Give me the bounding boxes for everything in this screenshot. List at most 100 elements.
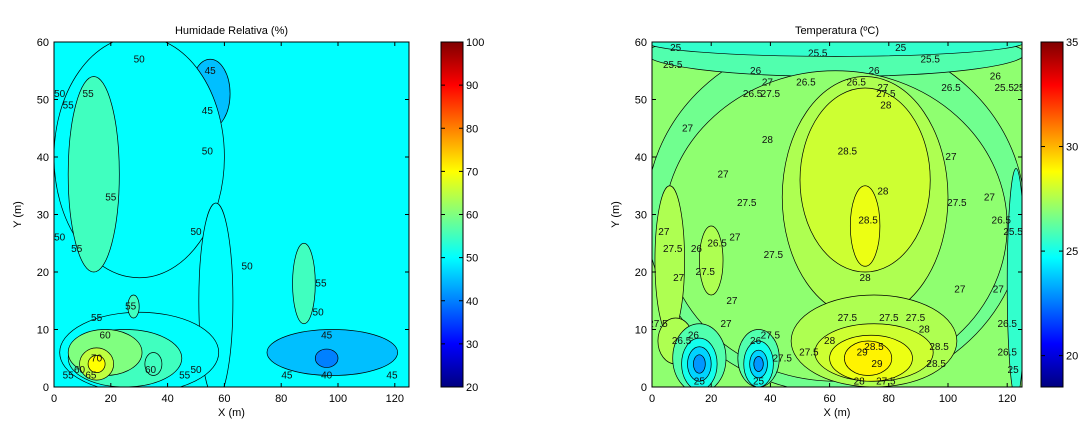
contour-label: 26.5	[997, 348, 1017, 359]
contour-label: 55	[315, 279, 327, 290]
contour-region	[753, 356, 764, 372]
contour-label: 50	[190, 365, 202, 376]
chart-title: Temperatura (ºC)	[795, 25, 879, 37]
colorbar-tick-label: 60	[466, 210, 478, 222]
x-axis-label: X (m)	[218, 407, 245, 419]
x-tick-label: 120	[998, 393, 1016, 405]
contour-label: 28	[762, 135, 774, 146]
y-tick-label: 50	[37, 95, 49, 107]
contour-region	[699, 225, 724, 296]
colorbar-tick-label: 40	[466, 296, 478, 308]
contour-label: 25.5	[663, 60, 683, 71]
contour-region	[67, 76, 120, 273]
contour-label: 50	[202, 146, 214, 157]
contour-label: 27.5	[947, 198, 967, 209]
contour-label: 27	[984, 192, 996, 203]
contour-label: 25.5	[995, 83, 1015, 94]
y-tick-label: 60	[635, 37, 647, 49]
contour-label: 45	[386, 371, 398, 382]
contour-label: 26.5	[796, 77, 816, 88]
contour-label: 27	[945, 152, 957, 163]
contour-label: 60	[74, 365, 86, 376]
contour-label: 55	[83, 89, 95, 100]
contour-label: 28	[824, 336, 836, 347]
humidity-colorbar: 20 30 40 50 60 70 80 90 100	[440, 37, 484, 394]
y-tick-label: 0	[43, 382, 49, 394]
contour-region	[292, 242, 316, 325]
contour-label: 25	[670, 43, 682, 54]
y-tick-label: 10	[635, 325, 647, 337]
y-tick-label: 30	[635, 210, 647, 222]
colorbar-tick-label: 70	[466, 166, 478, 178]
contour-label: 60	[100, 330, 112, 341]
contour-label: 25.5	[1003, 227, 1023, 238]
contour-region	[1006, 168, 1022, 387]
contour-label: 60	[145, 365, 157, 376]
contour-region	[693, 354, 706, 374]
contour-label: 27	[877, 83, 889, 94]
contour-label: 70	[91, 353, 103, 364]
contour-label: 27	[954, 284, 966, 295]
contour-label: 27.5	[876, 376, 896, 387]
contour-label: 55	[91, 313, 103, 324]
chart-title: Humidade Relativa (%)	[175, 25, 288, 37]
contour-label: 50	[54, 89, 66, 100]
x-tick-label: 120	[386, 393, 404, 405]
contour-label: 27	[658, 227, 670, 238]
x-tick-label: 80	[275, 393, 287, 405]
contour-label: 27.5	[764, 250, 784, 261]
contour-label: 50	[54, 233, 66, 244]
contour-label: 65	[85, 371, 97, 382]
y-axis-label: Y (m)	[12, 201, 24, 228]
contour-label: 27.5	[696, 267, 716, 278]
contour-label: 26.5	[997, 319, 1017, 330]
contour-label: 28.5	[838, 146, 858, 157]
contour-label: 27	[720, 319, 732, 330]
contour-label: 26	[691, 244, 703, 255]
y-tick-label: 10	[37, 325, 49, 337]
x-tick-label: 40	[764, 393, 776, 405]
colorbar-tick-label: 20	[466, 382, 478, 394]
contour-label: 28	[860, 273, 872, 284]
contour-label: 27.5	[737, 198, 757, 209]
x-axis-label: X (m)	[824, 407, 851, 419]
x-tick-label: 100	[939, 393, 957, 405]
contour-label: 26	[750, 66, 762, 77]
contour-label: 28	[880, 100, 892, 111]
contour-label: 27	[762, 77, 774, 88]
y-tick-label: 20	[37, 267, 49, 279]
contour-label: 25	[694, 376, 706, 387]
contour-label: 27	[673, 273, 685, 284]
contour-label: 27	[717, 169, 729, 180]
contour-label: 27.5	[906, 313, 926, 324]
contour-label: 50	[190, 227, 202, 238]
contour-label: 28.5	[926, 359, 946, 370]
y-tick-label: 40	[37, 152, 49, 164]
contour-label: 25.5	[808, 49, 828, 60]
contour-label: 26	[990, 72, 1002, 83]
contour-label: 28	[919, 325, 931, 336]
contour-label: 55	[179, 371, 191, 382]
contour-label: 27.5	[761, 330, 781, 341]
contour-label: 27.5	[773, 353, 793, 364]
contour-label: 27	[726, 296, 738, 307]
y-axis-label: Y (m)	[610, 201, 622, 228]
contour-region	[849, 185, 881, 267]
contour-region	[654, 185, 685, 336]
x-tick-label: 40	[161, 393, 173, 405]
contour-region	[799, 87, 931, 273]
contour-region	[127, 294, 140, 319]
contour-label: 50	[134, 54, 146, 65]
colorbar-tick-label: 50	[466, 253, 478, 265]
contour-region	[844, 340, 893, 376]
contour-label: 26.5	[941, 83, 961, 94]
contour-label: 50	[242, 261, 254, 272]
x-tick-label: 60	[218, 393, 230, 405]
temperature-colorbar: 20 25 30 35	[1040, 37, 1078, 388]
contour-region	[87, 355, 106, 373]
contour-label: 45	[281, 371, 293, 382]
